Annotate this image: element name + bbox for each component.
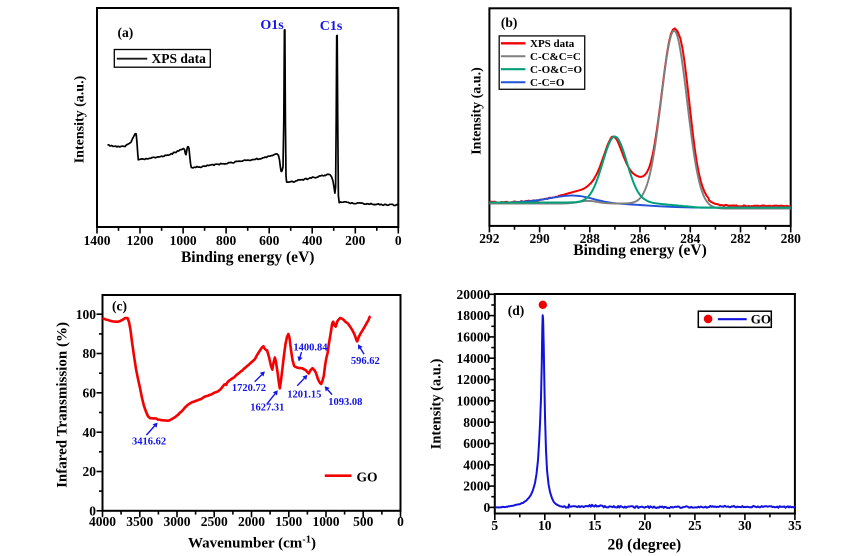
svg-text:20: 20 bbox=[83, 464, 97, 479]
svg-text:1201.15: 1201.15 bbox=[287, 389, 321, 400]
svg-text:200: 200 bbox=[345, 233, 366, 248]
svg-text:0: 0 bbox=[484, 500, 491, 515]
svg-text:1093.08: 1093.08 bbox=[328, 397, 362, 408]
svg-text:XPS data: XPS data bbox=[530, 38, 575, 50]
svg-text:2000: 2000 bbox=[238, 514, 265, 529]
svg-text:8000: 8000 bbox=[463, 415, 490, 430]
svg-text:282: 282 bbox=[730, 231, 751, 246]
svg-text:100: 100 bbox=[76, 307, 97, 322]
svg-text:25: 25 bbox=[688, 518, 702, 533]
svg-text:XPS data: XPS data bbox=[152, 51, 207, 66]
svg-text:2000: 2000 bbox=[463, 479, 490, 494]
svg-text:18000: 18000 bbox=[457, 308, 491, 323]
svg-text:1720.72: 1720.72 bbox=[232, 383, 266, 394]
svg-text:14000: 14000 bbox=[457, 351, 491, 366]
svg-text:20000: 20000 bbox=[457, 287, 491, 302]
svg-text:GO: GO bbox=[357, 470, 378, 485]
svg-text:800: 800 bbox=[216, 233, 237, 248]
svg-text:0: 0 bbox=[397, 514, 404, 529]
svg-text:O1s: O1s bbox=[260, 18, 284, 33]
svg-text:286: 286 bbox=[630, 231, 651, 246]
svg-text:1400: 1400 bbox=[84, 233, 111, 248]
svg-text:596.62: 596.62 bbox=[351, 356, 380, 367]
svg-text:0: 0 bbox=[395, 233, 402, 248]
svg-text:290: 290 bbox=[529, 231, 550, 246]
svg-text:40: 40 bbox=[83, 425, 97, 440]
svg-text:6000: 6000 bbox=[463, 436, 490, 451]
svg-text:1000: 1000 bbox=[170, 233, 197, 248]
svg-text:60: 60 bbox=[83, 385, 97, 400]
svg-text:12000: 12000 bbox=[457, 372, 491, 387]
svg-text:600: 600 bbox=[259, 233, 280, 248]
svg-text:1000: 1000 bbox=[313, 514, 340, 529]
svg-text:C-C=O: C-C=O bbox=[530, 77, 565, 89]
svg-text:0: 0 bbox=[89, 503, 96, 518]
svg-text:C1s: C1s bbox=[320, 19, 343, 34]
svg-text:400: 400 bbox=[302, 233, 323, 248]
svg-text:1500: 1500 bbox=[275, 514, 302, 529]
svg-text:3416.62: 3416.62 bbox=[132, 437, 166, 448]
svg-text:C-C&C=C: C-C&C=C bbox=[530, 51, 581, 63]
svg-text:C-O&C=O: C-O&C=O bbox=[530, 64, 583, 76]
svg-text:(d): (d) bbox=[508, 303, 525, 318]
svg-text:288: 288 bbox=[580, 231, 601, 246]
svg-text:Binding energy (eV): Binding energy (eV) bbox=[573, 242, 706, 259]
svg-text:4000: 4000 bbox=[89, 514, 116, 529]
svg-text:20: 20 bbox=[638, 518, 652, 533]
svg-text:4000: 4000 bbox=[463, 457, 490, 472]
svg-text:(b): (b) bbox=[501, 15, 518, 30]
svg-text:1627.31: 1627.31 bbox=[250, 402, 284, 413]
svg-text:2500: 2500 bbox=[201, 514, 228, 529]
svg-text:284: 284 bbox=[680, 231, 701, 246]
svg-text:500: 500 bbox=[353, 514, 374, 529]
svg-text:Intensity (a.u.): Intensity (a.u.) bbox=[470, 67, 485, 155]
svg-text:30: 30 bbox=[738, 518, 752, 533]
svg-text:3000: 3000 bbox=[164, 514, 191, 529]
svg-text:80: 80 bbox=[83, 346, 97, 361]
svg-text:280: 280 bbox=[781, 231, 802, 246]
svg-text:16000: 16000 bbox=[457, 330, 491, 345]
svg-text:35: 35 bbox=[788, 518, 802, 533]
svg-text:2θ (degree): 2θ (degree) bbox=[607, 537, 681, 554]
svg-text:Intensity (a.u.): Intensity (a.u.) bbox=[73, 75, 88, 163]
svg-text:Infared Transmission (%): Infared Transmission (%) bbox=[55, 322, 71, 488]
svg-text:1200: 1200 bbox=[127, 233, 154, 248]
svg-text:10000: 10000 bbox=[457, 393, 491, 408]
svg-text:3500: 3500 bbox=[126, 514, 153, 529]
svg-text:5: 5 bbox=[491, 518, 498, 533]
svg-text:Wavenumber (cm-1): Wavenumber (cm-1) bbox=[188, 534, 316, 552]
svg-text:1400.84: 1400.84 bbox=[293, 342, 328, 353]
svg-text:Binding energy (eV): Binding energy (eV) bbox=[181, 249, 314, 266]
svg-text:15: 15 bbox=[588, 518, 602, 533]
svg-text:(c): (c) bbox=[112, 299, 127, 314]
svg-text:Intensity (a.u.): Intensity (a.u.) bbox=[429, 359, 445, 450]
svg-text:10: 10 bbox=[538, 518, 552, 533]
svg-text:GO: GO bbox=[751, 312, 771, 327]
svg-text:(a): (a) bbox=[118, 25, 134, 40]
svg-text:292: 292 bbox=[479, 231, 500, 246]
